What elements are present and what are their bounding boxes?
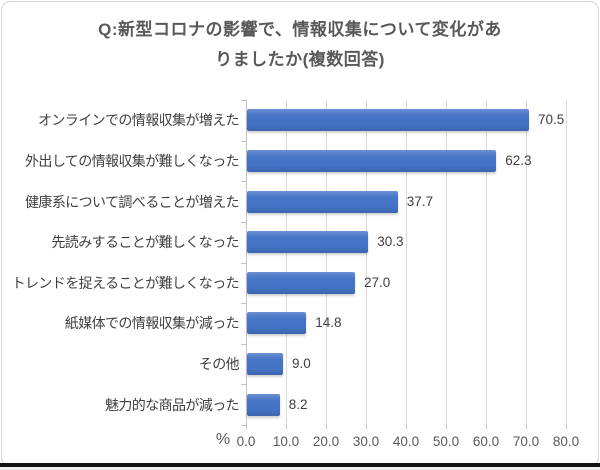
x-gridline [406, 100, 407, 425]
category-label: オンラインでの情報収集が増えた [38, 112, 240, 129]
category-label: 魅力的な商品が減った [105, 396, 240, 413]
category-axis-tick [241, 262, 246, 264]
category-axis-tick [241, 100, 246, 101]
bar [247, 312, 307, 335]
x-gridline [326, 100, 327, 425]
bar [247, 190, 398, 213]
bar-value-label: 9.0 [292, 356, 311, 372]
category-axis-tick [241, 221, 246, 223]
chart-title-line-1: Q:新型コロナの影響で、情報収集について変化があ [98, 20, 502, 39]
screenshot-bottom-margin [0, 467, 600, 470]
x-gridline [526, 100, 527, 425]
x-gridline [366, 100, 367, 425]
category-axis-tick [241, 343, 246, 345]
bar [247, 231, 369, 254]
bar [247, 271, 355, 294]
x-axis-tick [246, 425, 247, 429]
chart-title: Q:新型コロナの影響で、情報収集について変化があ りましたか(複数回答) [0, 15, 600, 75]
category-axis-line [246, 100, 247, 425]
x-axis-tick-label: 80.0 [552, 434, 580, 449]
category-label: 紙媒体での情報収集が減った [64, 315, 240, 332]
bar-value-label: 8.2 [288, 396, 308, 412]
x-axis-tick-label: 70.0 [512, 434, 540, 449]
x-axis-tick-label: 60.0 [472, 434, 500, 449]
x-axis-tick [566, 425, 567, 429]
category-axis-tick [241, 303, 246, 305]
bar-value-label: 62.3 [505, 152, 532, 168]
bar [247, 109, 529, 132]
x-axis-tick-label: 10.0 [272, 434, 300, 449]
x-axis-tick [446, 425, 447, 429]
category-axis-tick [241, 425, 246, 426]
bar-value-label: 27.0 [364, 274, 391, 290]
x-gridline [446, 100, 447, 425]
category-label: その他 [198, 356, 240, 373]
bar-value-label: 37.7 [406, 193, 434, 209]
category-axis-tick [241, 181, 246, 183]
plot-area: 70.5 62.3 37.7 30.3 27.0 14.8 9.0 8.2 [241, 100, 567, 429]
category-label: 外出しての情報収集が難しくなった [25, 152, 240, 169]
category-label: 健康系について調べることが増えた [25, 193, 240, 210]
x-axis-tick-label: 30.0 [352, 434, 380, 449]
bar [247, 149, 497, 172]
bar-value-label: 30.3 [377, 234, 404, 250]
x-axis-tick [286, 425, 287, 429]
category-label: 先読みすることが難しくなった [51, 234, 239, 251]
category-label: トレンドを捉えることが難しくなった [11, 274, 240, 291]
category-axis-tick [241, 384, 246, 386]
chart-title-line-2: りましたか(複数回答) [215, 50, 385, 69]
x-axis-tick-label: 20.0 [312, 434, 340, 449]
x-axis-tick [486, 425, 487, 429]
bar-value-label: 14.8 [315, 315, 342, 331]
x-gridline [286, 100, 287, 425]
x-axis-tick [326, 425, 327, 429]
x-axis-tick-label: 40.0 [392, 434, 420, 449]
x-axis-tick-label: 0.0 [236, 434, 256, 449]
x-gridline [486, 100, 487, 425]
x-axis-tick [406, 425, 407, 429]
bar-value-label: 70.5 [538, 112, 565, 128]
bar [247, 353, 283, 376]
bar [247, 393, 280, 416]
category-axis-tick [241, 140, 246, 142]
x-axis-tick-label: 50.0 [432, 434, 460, 449]
x-axis-tick [526, 425, 527, 429]
x-axis-unit-label: % [215, 431, 231, 448]
x-axis-tick [366, 425, 367, 429]
x-gridline [566, 100, 567, 425]
screenshot-bottom-border [0, 463, 600, 467]
